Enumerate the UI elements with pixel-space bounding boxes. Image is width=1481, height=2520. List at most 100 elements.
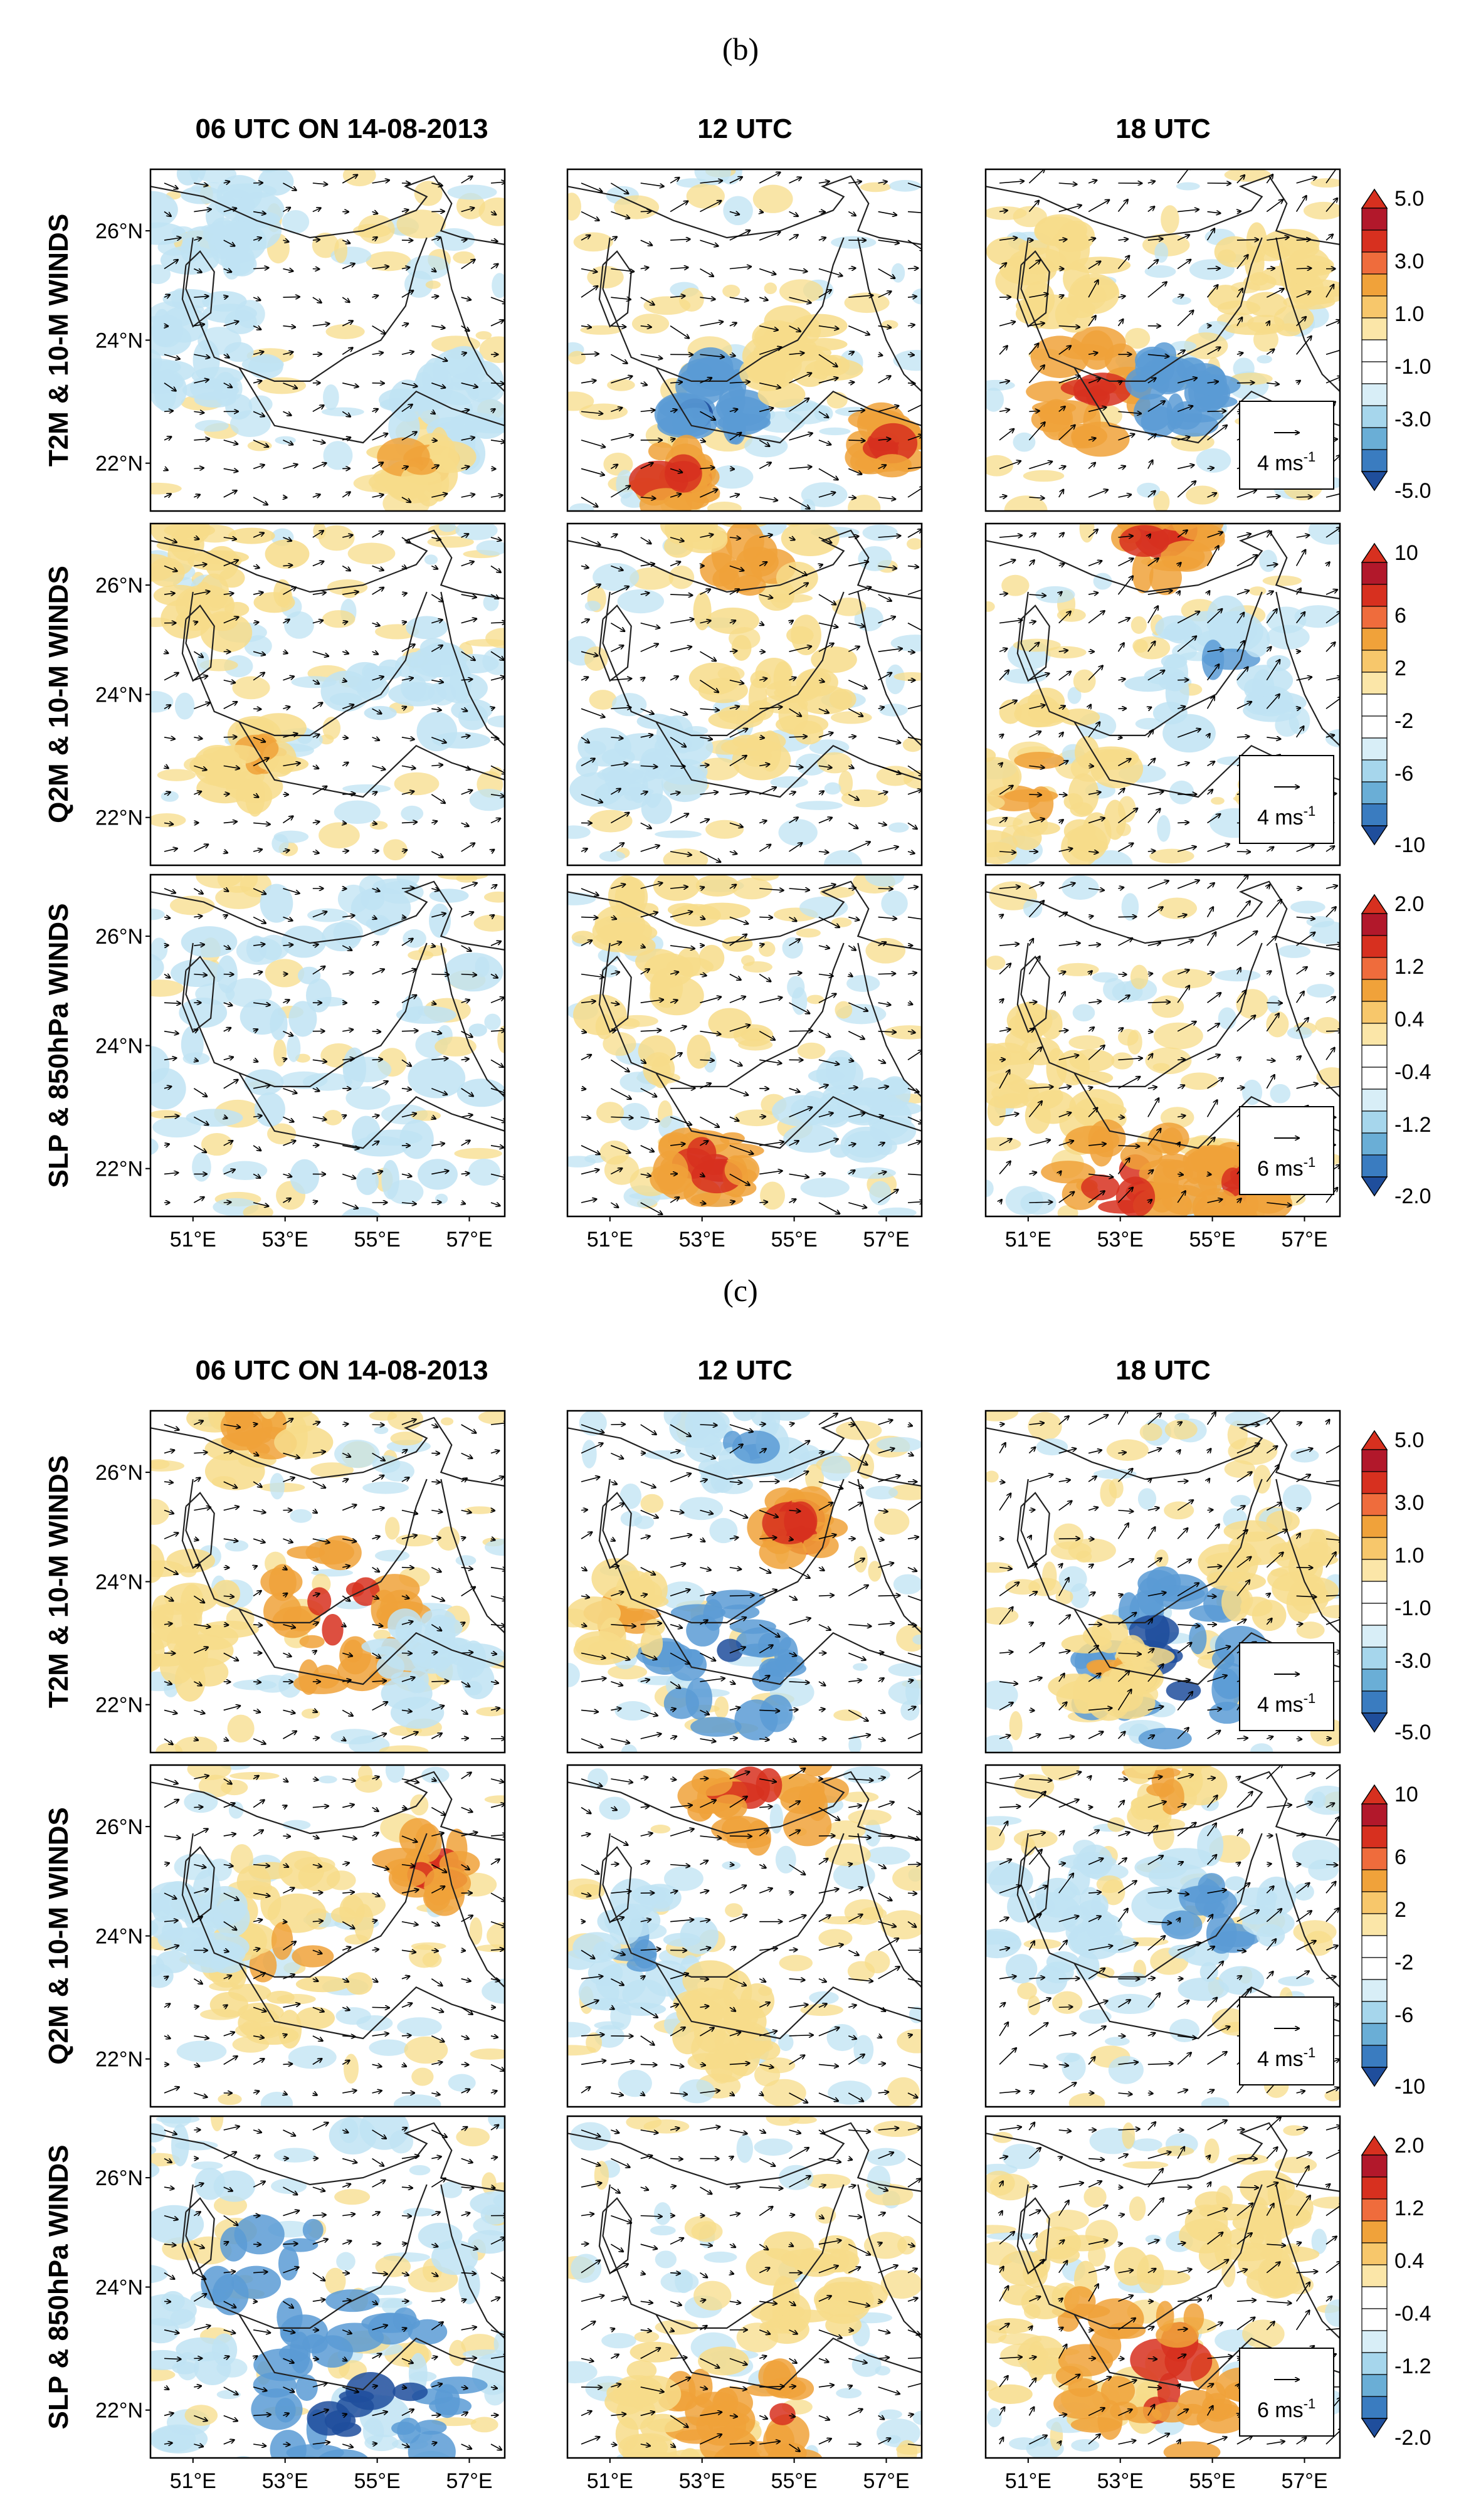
lat-tick-label: 24°N	[95, 683, 143, 707]
colorbar-tick-label: -2	[1394, 1951, 1413, 1974]
lon-tick-label: 55°E	[771, 1228, 818, 1252]
colorbar-top-triangle	[1361, 188, 1388, 209]
colorbar-slp: 2.0 1.2 0.4 -0.4 -1.2 -2.0	[1361, 892, 1431, 1208]
field-shading	[150, 2116, 505, 2458]
colorbar-top-triangle	[1361, 1430, 1388, 1450]
colorbar-tick-label: -1.2	[1394, 2354, 1431, 2378]
column-title-1: 12 UTC	[697, 113, 793, 144]
lat-tick-label: 24°N	[95, 2276, 143, 2300]
row-title-t2m: T2M & 10-M WINDS	[43, 214, 74, 467]
section-label-c: (c)	[723, 1273, 758, 1308]
lon-tick-label: 51°E	[587, 2469, 633, 2493]
colorbar-tick-label: -3.0	[1394, 408, 1431, 431]
colorbar-tick-label: -0.4	[1394, 1060, 1431, 1084]
reference-vector-label: 4 ms-1	[1257, 449, 1315, 475]
colorbar-tick-label: -2.0	[1394, 1184, 1431, 1208]
panel-frame	[984, 168, 1341, 512]
reference-vector-box: 4 ms-1	[1239, 401, 1334, 490]
colorbar-tick-label: 3.0	[1394, 1491, 1424, 1515]
panel-frame	[566, 2115, 923, 2459]
coastline	[150, 1771, 505, 2040]
colorbar-tick-label: 1.2	[1394, 2196, 1424, 2220]
row-title-t2m: T2M & 10-M WINDS	[43, 1455, 74, 1708]
lon-tick-label: 55°E	[354, 2469, 401, 2493]
map-panel-b-q2m-col0: 26°N 24°N 22°N	[95, 522, 506, 867]
colorbar-tick-label: -1.2	[1394, 1113, 1431, 1137]
wind-vectors	[581, 172, 922, 509]
colorbar-tick-label: -0.4	[1394, 2302, 1431, 2326]
field-shading	[150, 169, 505, 511]
coastline	[150, 880, 505, 1149]
colorbar-q2m: 10 6 2 -2 -6 -10	[1361, 541, 1425, 857]
lon-tick-label: 53°E	[1097, 2469, 1144, 2493]
lon-tick-label: 53°E	[679, 2469, 725, 2493]
colorbar-tick-label: 6	[1394, 604, 1406, 628]
column-title-1: 12 UTC	[697, 1355, 793, 1386]
panel-frame	[566, 1764, 923, 2108]
map-panel-b-slp-col0: 26°N 24°N 22°N 51°E 53°E 55°E 57°E	[95, 873, 506, 1252]
reference-vector-box: 6 ms-1	[1239, 1106, 1334, 1195]
reference-vector-label: 4 ms-1	[1257, 1690, 1315, 1717]
lon-tick-label: 57°E	[446, 2469, 492, 2493]
lat-tick-label: 24°N	[95, 1571, 143, 1595]
panel-frame	[566, 522, 923, 867]
map-panel-c-slp-col1: 51°E 53°E 55°E 57°E	[566, 2115, 923, 2493]
field-shading	[150, 1765, 505, 2107]
colorbar-tick-label: 2.0	[1394, 892, 1424, 916]
lat-tick-label: 24°N	[95, 1035, 143, 1058]
colorbar-bottom-triangle	[1361, 2067, 1388, 2087]
reference-vector-label: 4 ms-1	[1257, 2045, 1315, 2071]
lat-tick-label: 26°N	[95, 219, 143, 243]
field-shading	[150, 524, 505, 865]
wind-vectors	[999, 875, 1340, 1205]
lat-tick-label: 26°N	[95, 1461, 143, 1485]
lat-tick-label: 22°N	[95, 2399, 143, 2423]
colorbar-t2m: 5.0 3.0 1.0 -1.0 -3.0 -5.0	[1361, 1428, 1431, 1744]
map-panel-b-t2m-col0: 26°N 24°N 22°N	[95, 168, 506, 512]
colorbar-tick-label: -5.0	[1394, 1721, 1431, 1744]
lon-tick-label: 53°E	[1097, 1228, 1144, 1252]
map-panel-c-slp-col0: 26°N 24°N 22°N 51°E 53°E 55°E 57°E	[95, 2115, 506, 2493]
lon-tick-label: 53°E	[262, 2469, 308, 2493]
column-title-0: 06 UTC ON 14-08-2013	[195, 1355, 488, 1386]
coastline	[986, 529, 1340, 798]
row-title-q2m: Q2M & 10-M WINDS	[43, 566, 74, 823]
colorbar-q2m: 10 6 2 -2 -6 -10	[1361, 1783, 1425, 2099]
map-panel-b-q2m-col1	[566, 522, 923, 867]
colorbar-tick-label: -5.0	[1394, 479, 1431, 503]
wind-vectors	[164, 175, 505, 505]
lon-tick-label: 57°E	[863, 1228, 909, 1252]
lon-tick-label: 57°E	[863, 2469, 909, 2493]
wind-vectors	[581, 1768, 922, 2103]
colorbar-bottom-triangle	[1361, 2418, 1388, 2438]
field-shading	[567, 2116, 922, 2458]
coastline	[567, 880, 922, 1149]
colorbar-tick-label: 2.0	[1394, 2134, 1424, 2158]
map-panel-c-t2m-col1	[566, 1410, 923, 1754]
lat-tick-label: 22°N	[95, 1694, 143, 1717]
panel-frame	[984, 1764, 1341, 2108]
wind-vectors	[164, 530, 505, 857]
lat-tick-label: 22°N	[95, 806, 143, 830]
coastline	[567, 2122, 922, 2391]
lon-tick-label: 57°E	[1281, 2469, 1327, 2493]
reference-vector-label: 6 ms-1	[1257, 1154, 1315, 1181]
colorbar-tick-label: -6	[1394, 762, 1413, 786]
colorbar-tick-label: 1.2	[1394, 955, 1424, 979]
lat-tick-label: 22°N	[95, 2048, 143, 2072]
colorbar-tick-label: 1.0	[1394, 302, 1424, 326]
wind-vectors	[164, 2122, 505, 2450]
colorbar-top-triangle	[1361, 2135, 1388, 2156]
column-title-0: 06 UTC ON 14-08-2013	[195, 113, 488, 144]
map-panel-c-q2m-col1	[566, 1764, 923, 2108]
reference-vector-label: 4 ms-1	[1257, 803, 1315, 830]
wind-vectors	[164, 883, 505, 1208]
panel-frame	[566, 168, 923, 512]
colorbar-tick-label: 2	[1394, 656, 1406, 680]
field-shading	[567, 1765, 922, 2107]
lat-tick-label: 26°N	[95, 574, 143, 598]
reference-vector-label: 6 ms-1	[1257, 2396, 1315, 2422]
wind-vectors	[581, 2127, 922, 2452]
field-shading	[986, 875, 1340, 1216]
